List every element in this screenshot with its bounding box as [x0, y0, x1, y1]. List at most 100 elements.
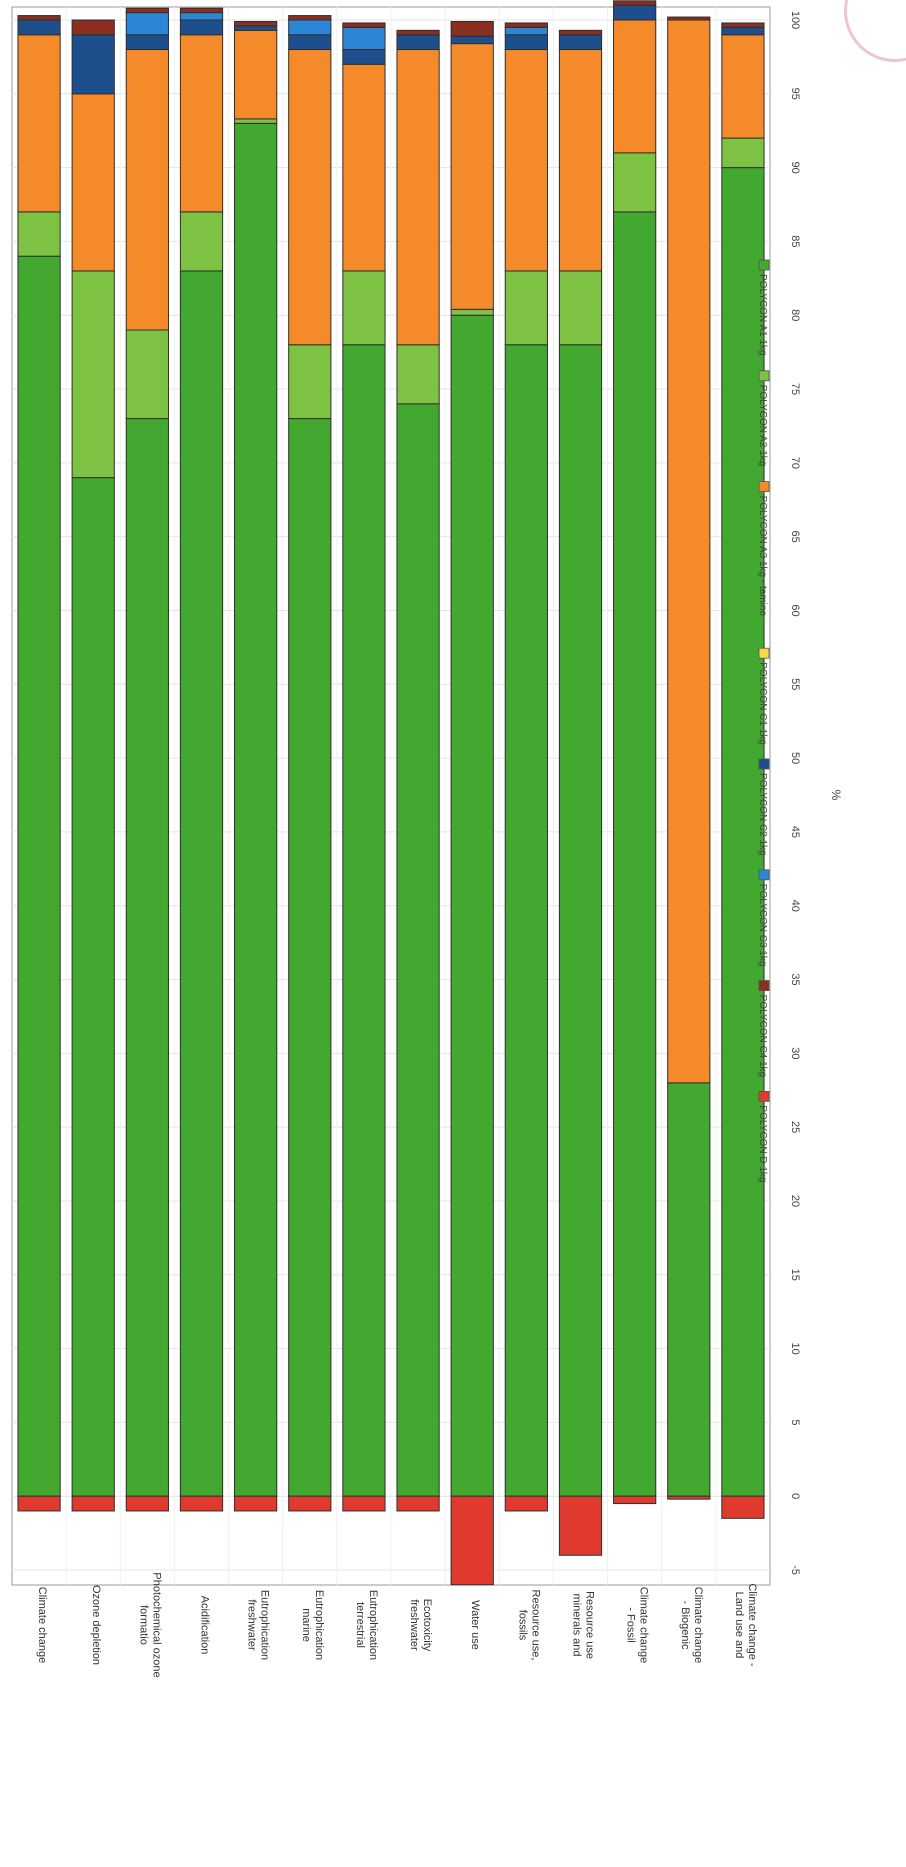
bar-segment — [234, 29, 278, 120]
bar-segment — [558, 270, 603, 346]
bar-segment — [17, 255, 61, 1497]
bar-segment — [288, 15, 332, 21]
bar-segment — [721, 22, 765, 28]
tick-label: 90 — [789, 161, 801, 173]
bar-segment — [234, 25, 278, 31]
bar-segment — [71, 477, 115, 1497]
bar-segment — [450, 35, 494, 45]
bar-segment — [179, 211, 224, 272]
tick-label: 55 — [789, 678, 801, 690]
bar-segment — [504, 270, 548, 346]
bar-segment — [125, 49, 169, 331]
tick-label: 35 — [789, 973, 801, 985]
legend-item: POLYCON D 1kg — [757, 1091, 770, 1182]
legend-label: POLYCON C1 1kg — [757, 662, 768, 745]
category-label: Ecotoxicityfreshwater — [408, 1599, 433, 1652]
legend-swatch — [758, 758, 770, 770]
bar-segment — [613, 4, 657, 21]
bar-segment — [17, 34, 61, 213]
bar-segment — [504, 22, 548, 28]
bar-segment — [71, 270, 115, 479]
bar-segment — [504, 1495, 548, 1512]
bar-segment — [504, 26, 548, 36]
bar-segment — [71, 19, 115, 36]
bar-segment — [721, 137, 765, 169]
bar-segment — [667, 16, 711, 21]
category-label: Eutrophicationfreshwater — [246, 1590, 271, 1660]
bar-segment — [17, 19, 61, 36]
tick-label: 0 — [789, 1493, 801, 1499]
category-label: Photochemical ozoneformatio — [137, 1572, 162, 1677]
bar-segment — [179, 34, 224, 213]
bar-segment — [288, 418, 332, 1497]
tick-label: 60 — [789, 604, 801, 616]
bar-segment — [558, 49, 603, 272]
bar-segment — [71, 93, 115, 272]
bar-segment — [234, 1495, 278, 1512]
category-label: Eutrophicationmarine — [300, 1590, 325, 1660]
legend-label: POLYCON C3 1kg — [757, 884, 768, 967]
tick-label: 15 — [789, 1269, 801, 1281]
bar-segment — [179, 12, 224, 21]
value-axis-title: % — [829, 790, 843, 801]
category-label: Climate change -Land use and — [733, 1583, 758, 1666]
legend-swatch — [758, 259, 770, 271]
legend-swatch — [758, 980, 770, 991]
legend-swatch — [758, 481, 770, 493]
bar-segment — [558, 29, 603, 36]
tick-label: 80 — [789, 309, 801, 321]
bar-segment — [288, 344, 332, 420]
bar-segment — [667, 1495, 711, 1500]
category-label: Ozone depletion — [90, 1585, 102, 1665]
bar-segment — [613, 0, 657, 6]
bar-segment — [342, 270, 386, 346]
category-label: Climate change- Biogenic — [679, 1587, 704, 1663]
category-labels: Climate change Ozone depletion Photochemic… — [36, 1572, 758, 1677]
bar-segment — [667, 19, 711, 1084]
bar-segment — [125, 418, 169, 1497]
bars — [17, 0, 765, 1586]
legend-item: POLYCON C3 1kg — [757, 869, 770, 967]
bar-segment — [450, 43, 494, 310]
tick-label: 50 — [789, 752, 801, 764]
bar-segment — [450, 1495, 494, 1586]
bar-segment — [342, 49, 386, 65]
bar-segment — [613, 1495, 657, 1505]
bar-segment — [288, 1495, 332, 1512]
legend-swatch — [758, 370, 770, 382]
legend-swatch — [758, 647, 770, 659]
legend-label: POLYCON A1 1kg — [757, 274, 768, 356]
bar-segment — [71, 34, 115, 95]
bar-segment — [450, 314, 494, 1497]
category-label: Climate change — [36, 1587, 48, 1663]
tick-label: 20 — [789, 1195, 801, 1207]
bar-segment — [125, 34, 169, 51]
category-label: Resource use,fossils — [516, 1590, 541, 1661]
legend-label: POLYCON C4 1kg — [757, 995, 768, 1078]
bar-segment — [613, 211, 657, 1497]
bar-segment — [504, 49, 548, 272]
bar-segment — [234, 20, 278, 27]
legend-swatch — [758, 1091, 770, 1102]
bar-segment — [721, 26, 765, 36]
category-label: Climate change- Fossil — [625, 1587, 650, 1663]
tick-label: 5 — [789, 1419, 801, 1425]
bar-segment — [342, 22, 386, 28]
bar-segment — [721, 1495, 765, 1519]
legend: POLYCON A1 1kg POLYCON A2 1kg POLYCON A3 1… — [757, 259, 770, 1182]
bar-segment — [613, 152, 657, 213]
bar-segment — [179, 1495, 224, 1512]
bar-segment — [288, 34, 332, 51]
bar-segment — [71, 1495, 115, 1512]
category-label: Resource useminerals and — [571, 1591, 596, 1659]
tick-label: 100 — [789, 11, 801, 29]
bar-segment — [234, 118, 278, 124]
bar-segment — [450, 20, 494, 37]
legend-item: POLYCON C2 1kg — [757, 758, 770, 856]
tick-label: 30 — [789, 1047, 801, 1059]
bar-segment — [667, 1082, 711, 1497]
value-axis-ticks: -5 0 5 10 15 20 25 30 35 40 45 50 55 60 65 70 75 80 85 90 95… — [789, 11, 801, 1575]
tick-label: -5 — [789, 1565, 801, 1575]
bar-segment — [288, 49, 332, 346]
bar-segment — [125, 12, 169, 36]
